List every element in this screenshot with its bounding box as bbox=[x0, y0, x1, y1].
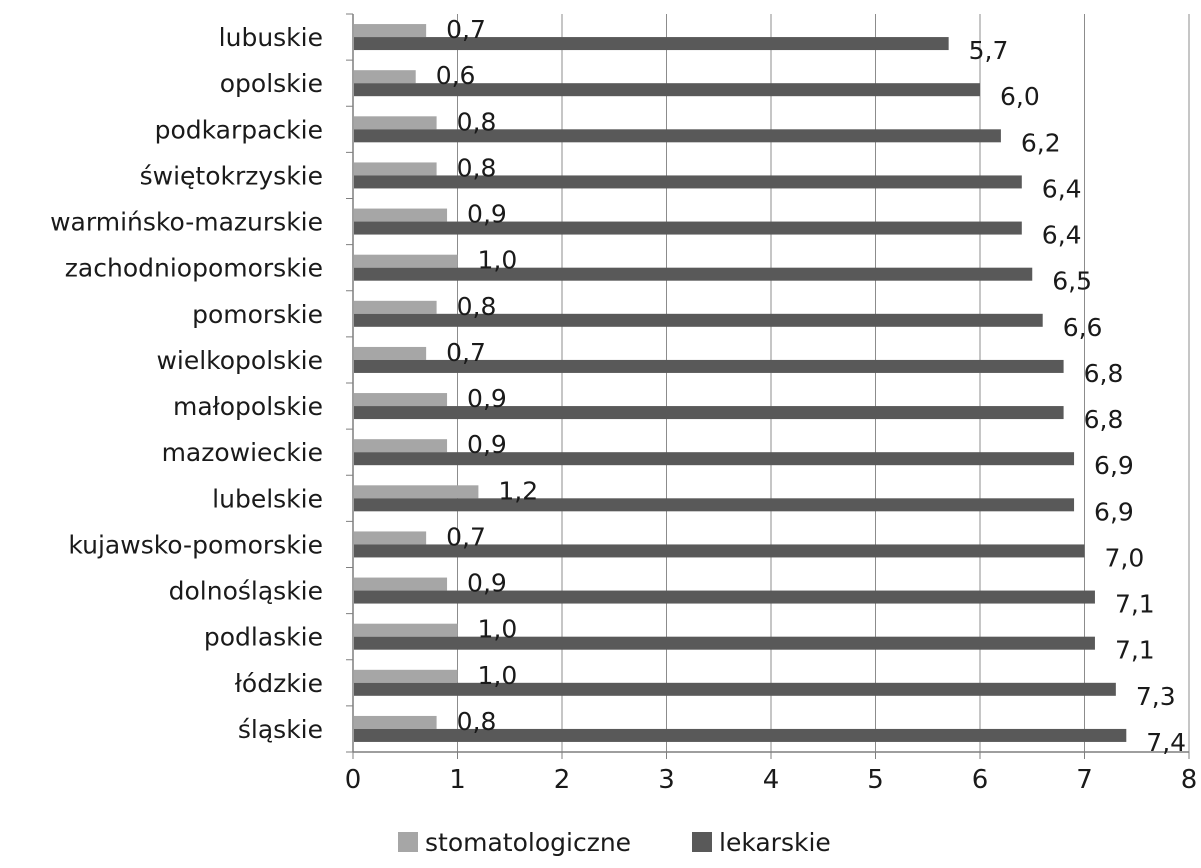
x-tick-label: 1 bbox=[449, 765, 466, 795]
legend-label-stomatologiczne: stomatologiczne bbox=[425, 828, 631, 857]
bar-stomatologiczne bbox=[354, 254, 458, 268]
data-labels: 0,7 5,7 0,6 6,0 0,8 6,2 0,8 6,4 0,9 6,4 1,0 6,5 0,8 6… bbox=[436, 15, 1186, 757]
y-category-label: dolnośląskie bbox=[169, 577, 323, 606]
bar-lekarskie bbox=[354, 636, 1095, 650]
data-label-stomatologiczne: 0,9 bbox=[467, 384, 507, 413]
data-label-lekarskie: 7,4 bbox=[1146, 728, 1186, 757]
y-category-label: pomorskie bbox=[192, 300, 323, 329]
y-category-label: świętokrzyskie bbox=[140, 161, 323, 190]
y-category-label: wielkopolskie bbox=[156, 346, 323, 375]
bar-lekarskie bbox=[354, 452, 1075, 466]
data-label-lekarskie: 6,9 bbox=[1094, 451, 1134, 480]
data-label-stomatologiczne: 1,2 bbox=[498, 476, 538, 505]
y-category-label: zachodniopomorskie bbox=[65, 254, 323, 283]
bar-stomatologiczne bbox=[354, 70, 416, 84]
bar-stomatologiczne bbox=[354, 300, 437, 314]
x-tick-label: 6 bbox=[972, 765, 989, 795]
data-label-lekarskie: 5,7 bbox=[969, 36, 1009, 65]
bar-stomatologiczne bbox=[354, 531, 427, 545]
bar-lekarskie bbox=[354, 498, 1075, 512]
y-category-label: śląskie bbox=[238, 715, 323, 744]
data-label-stomatologiczne: 0,8 bbox=[457, 107, 497, 136]
data-label-stomatologiczne: 1,0 bbox=[478, 661, 518, 690]
data-label-lekarskie: 6,4 bbox=[1042, 174, 1082, 203]
data-label-lekarskie: 6,6 bbox=[1063, 313, 1103, 342]
data-label-stomatologiczne: 0,8 bbox=[457, 707, 497, 736]
data-label-lekarskie: 6,5 bbox=[1052, 267, 1092, 296]
bar-lekarskie bbox=[354, 267, 1033, 281]
x-tick-label: 5 bbox=[867, 765, 884, 795]
data-label-lekarskie: 6,8 bbox=[1084, 359, 1124, 388]
x-tick-label: 0 bbox=[345, 765, 362, 795]
bar-stomatologiczne bbox=[354, 669, 458, 683]
y-category-label: podlaskie bbox=[204, 623, 323, 652]
bar-stomatologiczne bbox=[354, 393, 448, 407]
bar-lekarskie bbox=[354, 313, 1043, 327]
y-category-label: lubelskie bbox=[212, 484, 323, 513]
bar-lekarskie bbox=[354, 221, 1022, 235]
legend: stomatologiczne lekarskie bbox=[398, 828, 831, 857]
bars bbox=[354, 24, 1127, 742]
y-category-label: podkarpackie bbox=[155, 115, 323, 144]
bar-lekarskie bbox=[354, 129, 1001, 143]
data-label-lekarskie: 7,1 bbox=[1115, 590, 1155, 619]
bar-lekarskie bbox=[354, 175, 1022, 189]
legend-swatch-lekarskie bbox=[692, 832, 712, 852]
data-label-lekarskie: 7,1 bbox=[1115, 636, 1155, 665]
x-tick-label: 4 bbox=[763, 765, 780, 795]
legend-swatch-stomatologiczne bbox=[398, 832, 418, 852]
axes: 0 1 2 3 4 5 6 7 8 lubuskie opolskie podkarpackie świ… bbox=[50, 13, 1198, 795]
bar-stomatologiczne bbox=[354, 24, 427, 38]
bar-lekarskie bbox=[354, 37, 949, 51]
bar-stomatologiczne bbox=[354, 162, 437, 176]
data-label-stomatologiczne: 0,9 bbox=[467, 569, 507, 598]
bar-lekarskie bbox=[354, 590, 1095, 604]
data-label-stomatologiczne: 1,0 bbox=[478, 615, 518, 644]
x-tick-label: 8 bbox=[1181, 765, 1198, 795]
y-category-label: opolskie bbox=[220, 69, 323, 98]
data-label-lekarskie: 6,4 bbox=[1042, 221, 1082, 250]
data-label-lekarskie: 6,0 bbox=[1000, 82, 1040, 111]
y-category-label: kujawsko-pomorskie bbox=[68, 530, 323, 559]
bar-lekarskie bbox=[354, 728, 1127, 742]
y-category-label: łódzkie bbox=[235, 669, 323, 698]
bar-stomatologiczne bbox=[354, 715, 437, 729]
y-category-label: lubuskie bbox=[219, 23, 323, 52]
bar-lekarskie bbox=[354, 406, 1064, 420]
bar-stomatologiczne bbox=[354, 439, 448, 453]
y-category-label: mazowieckie bbox=[162, 438, 323, 467]
x-tick-label: 2 bbox=[554, 765, 571, 795]
data-label-stomatologiczne: 0,9 bbox=[467, 430, 507, 459]
bar-lekarskie bbox=[354, 359, 1064, 373]
bar-stomatologiczne bbox=[354, 485, 479, 499]
bar-stomatologiczne bbox=[354, 577, 448, 591]
data-label-stomatologiczne: 0,8 bbox=[457, 153, 497, 182]
x-tick-label: 7 bbox=[1076, 765, 1093, 795]
data-label-stomatologiczne: 0,9 bbox=[467, 200, 507, 229]
data-label-stomatologiczne: 0,7 bbox=[446, 15, 486, 44]
data-label-stomatologiczne: 1,0 bbox=[478, 246, 518, 275]
x-tick-label: 3 bbox=[658, 765, 675, 795]
data-label-stomatologiczne: 0,6 bbox=[436, 61, 476, 90]
y-category-label: małopolskie bbox=[173, 392, 323, 421]
data-label-lekarskie: 6,9 bbox=[1094, 497, 1134, 526]
bar-lekarskie bbox=[354, 682, 1116, 696]
data-label-lekarskie: 7,0 bbox=[1105, 543, 1145, 572]
data-label-stomatologiczne: 0,7 bbox=[446, 522, 486, 551]
bar-stomatologiczne bbox=[354, 116, 437, 130]
data-label-stomatologiczne: 0,7 bbox=[446, 338, 486, 367]
bar-lekarskie bbox=[354, 544, 1085, 558]
bar-stomatologiczne bbox=[354, 208, 448, 222]
y-category-label: warmińsko-mazurskie bbox=[50, 208, 323, 237]
data-label-lekarskie: 7,3 bbox=[1136, 682, 1176, 711]
data-label-stomatologiczne: 0,8 bbox=[457, 292, 497, 321]
data-label-lekarskie: 6,8 bbox=[1084, 405, 1124, 434]
bar-lekarskie bbox=[354, 83, 980, 97]
bar-stomatologiczne bbox=[354, 623, 458, 637]
data-label-lekarskie: 6,2 bbox=[1021, 128, 1061, 157]
legend-label-lekarskie: lekarskie bbox=[719, 828, 831, 857]
bar-stomatologiczne bbox=[354, 346, 427, 360]
